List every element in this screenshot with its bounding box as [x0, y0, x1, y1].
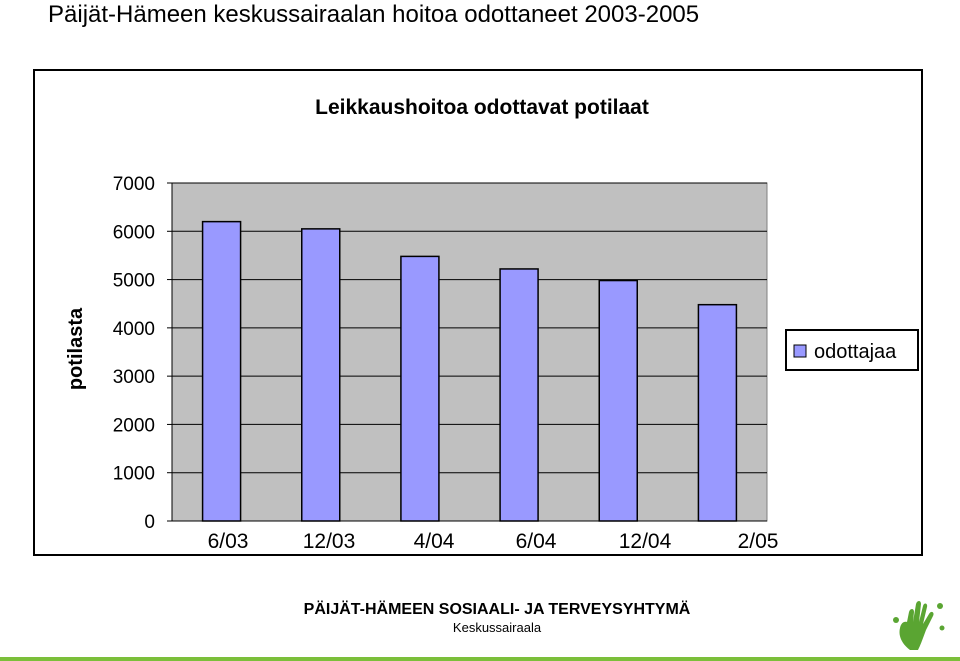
- y-tick-label: 2000: [113, 415, 155, 436]
- y-tick-label: 3000: [113, 367, 155, 388]
- legend-label: odottajaa: [814, 341, 897, 363]
- y-tick-label: 0: [144, 512, 155, 533]
- bar: [400, 255, 440, 522]
- chart-legend: odottajaa: [785, 329, 919, 371]
- plot-area: [171, 182, 768, 522]
- legend-box: [785, 329, 919, 371]
- x-tick-label: 12/04: [619, 530, 672, 553]
- bar-chart: Leikkaushoitoa odottavat potilaat potila…: [65, 96, 919, 553]
- bar: [598, 279, 638, 522]
- y-tick-label: 1000: [113, 464, 155, 485]
- y-tick-label: 6000: [113, 222, 155, 243]
- bar: [697, 303, 738, 522]
- x-tick-label: 4/04: [414, 530, 455, 553]
- y-axis-label: potilasta: [65, 307, 87, 390]
- legend-swatch: [793, 344, 807, 358]
- bar: [499, 268, 539, 522]
- x-tick-label: 12/03: [303, 530, 356, 553]
- chart-title: Leikkaushoitoa odottavat potilaat: [315, 96, 649, 119]
- bar: [201, 220, 242, 522]
- y-tick-label: 4000: [113, 319, 155, 340]
- bar: [301, 228, 341, 522]
- page-title: Päijät-Hämeen keskussairaalan hoitoa odo…: [48, 1, 700, 28]
- x-tick-label: 2/05: [738, 530, 779, 553]
- x-tick-label: 6/03: [208, 530, 249, 553]
- green-hand-logo-icon: [893, 601, 945, 650]
- y-tick-label: 7000: [113, 174, 155, 195]
- footer-accent-line: [0, 657, 960, 661]
- chart-frame: Leikkaushoitoa odottavat potilaat potila…: [33, 69, 923, 556]
- footer-organization: PÄIJÄT-HÄMEEN SOSIAALI- JA TERVEYSYHTYMÄ: [303, 601, 691, 618]
- y-tick-label: 5000: [113, 271, 155, 292]
- footer-unit: Keskussairaala: [452, 620, 542, 635]
- x-tick-label: 6/04: [516, 530, 557, 553]
